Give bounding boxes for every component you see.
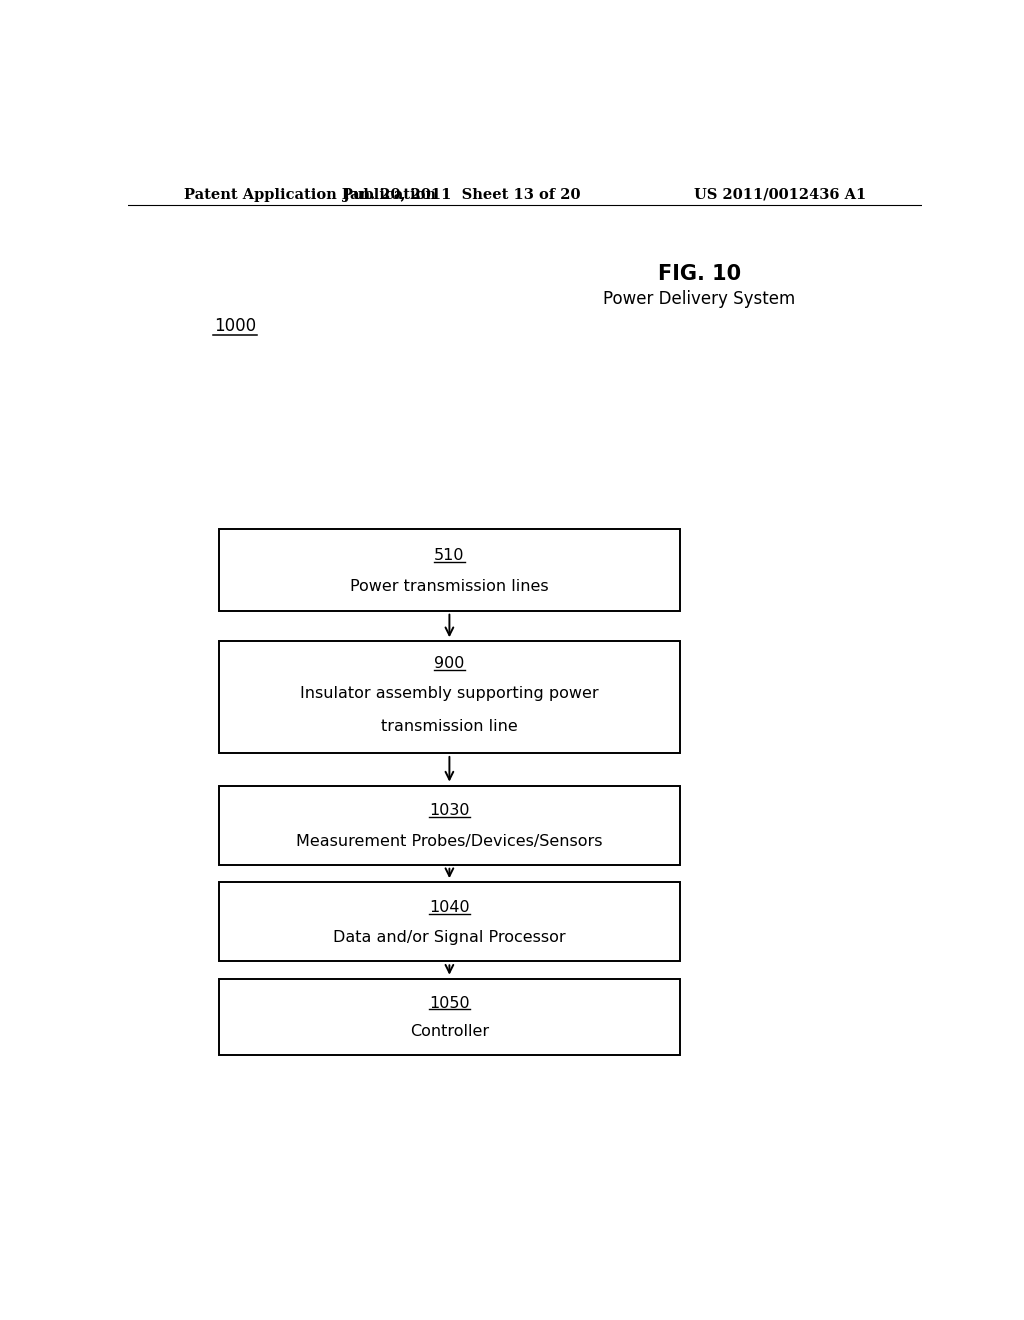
Text: 510: 510: [434, 548, 465, 562]
Text: 900: 900: [434, 656, 465, 671]
Bar: [219, 529, 680, 611]
Text: US 2011/0012436 A1: US 2011/0012436 A1: [694, 187, 866, 202]
Text: Power Delivery System: Power Delivery System: [603, 289, 796, 308]
Bar: [219, 642, 680, 752]
Text: Jan. 20, 2011  Sheet 13 of 20: Jan. 20, 2011 Sheet 13 of 20: [343, 187, 580, 202]
Text: 1040: 1040: [429, 900, 470, 915]
Text: Insulator assembly supporting power: Insulator assembly supporting power: [300, 686, 599, 701]
Text: transmission line: transmission line: [381, 718, 518, 734]
Text: Patent Application Publication: Patent Application Publication: [183, 187, 435, 202]
Text: Controller: Controller: [410, 1024, 489, 1039]
Bar: [219, 785, 680, 865]
Bar: [219, 978, 680, 1055]
Text: FIG. 10: FIG. 10: [657, 264, 741, 284]
Text: Data and/or Signal Processor: Data and/or Signal Processor: [333, 931, 565, 945]
Text: Measurement Probes/Devices/Sensors: Measurement Probes/Devices/Sensors: [296, 833, 603, 849]
Text: 1050: 1050: [429, 995, 470, 1011]
Text: 1000: 1000: [214, 317, 256, 335]
Text: Power transmission lines: Power transmission lines: [350, 578, 549, 594]
Bar: [219, 882, 680, 961]
Text: 1030: 1030: [429, 804, 470, 818]
